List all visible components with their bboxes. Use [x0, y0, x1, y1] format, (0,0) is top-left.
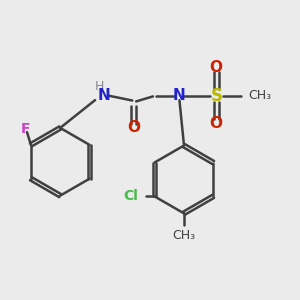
- Text: N: N: [98, 88, 111, 103]
- Text: CH₃: CH₃: [249, 89, 272, 102]
- Text: H: H: [94, 80, 104, 93]
- Text: O: O: [210, 60, 223, 75]
- Text: F: F: [21, 122, 30, 136]
- Text: CH₃: CH₃: [172, 230, 195, 242]
- Text: O: O: [127, 120, 140, 135]
- Text: O: O: [210, 116, 223, 131]
- Text: N: N: [173, 88, 186, 103]
- Text: Cl: Cl: [124, 189, 138, 203]
- Text: S: S: [210, 86, 222, 104]
